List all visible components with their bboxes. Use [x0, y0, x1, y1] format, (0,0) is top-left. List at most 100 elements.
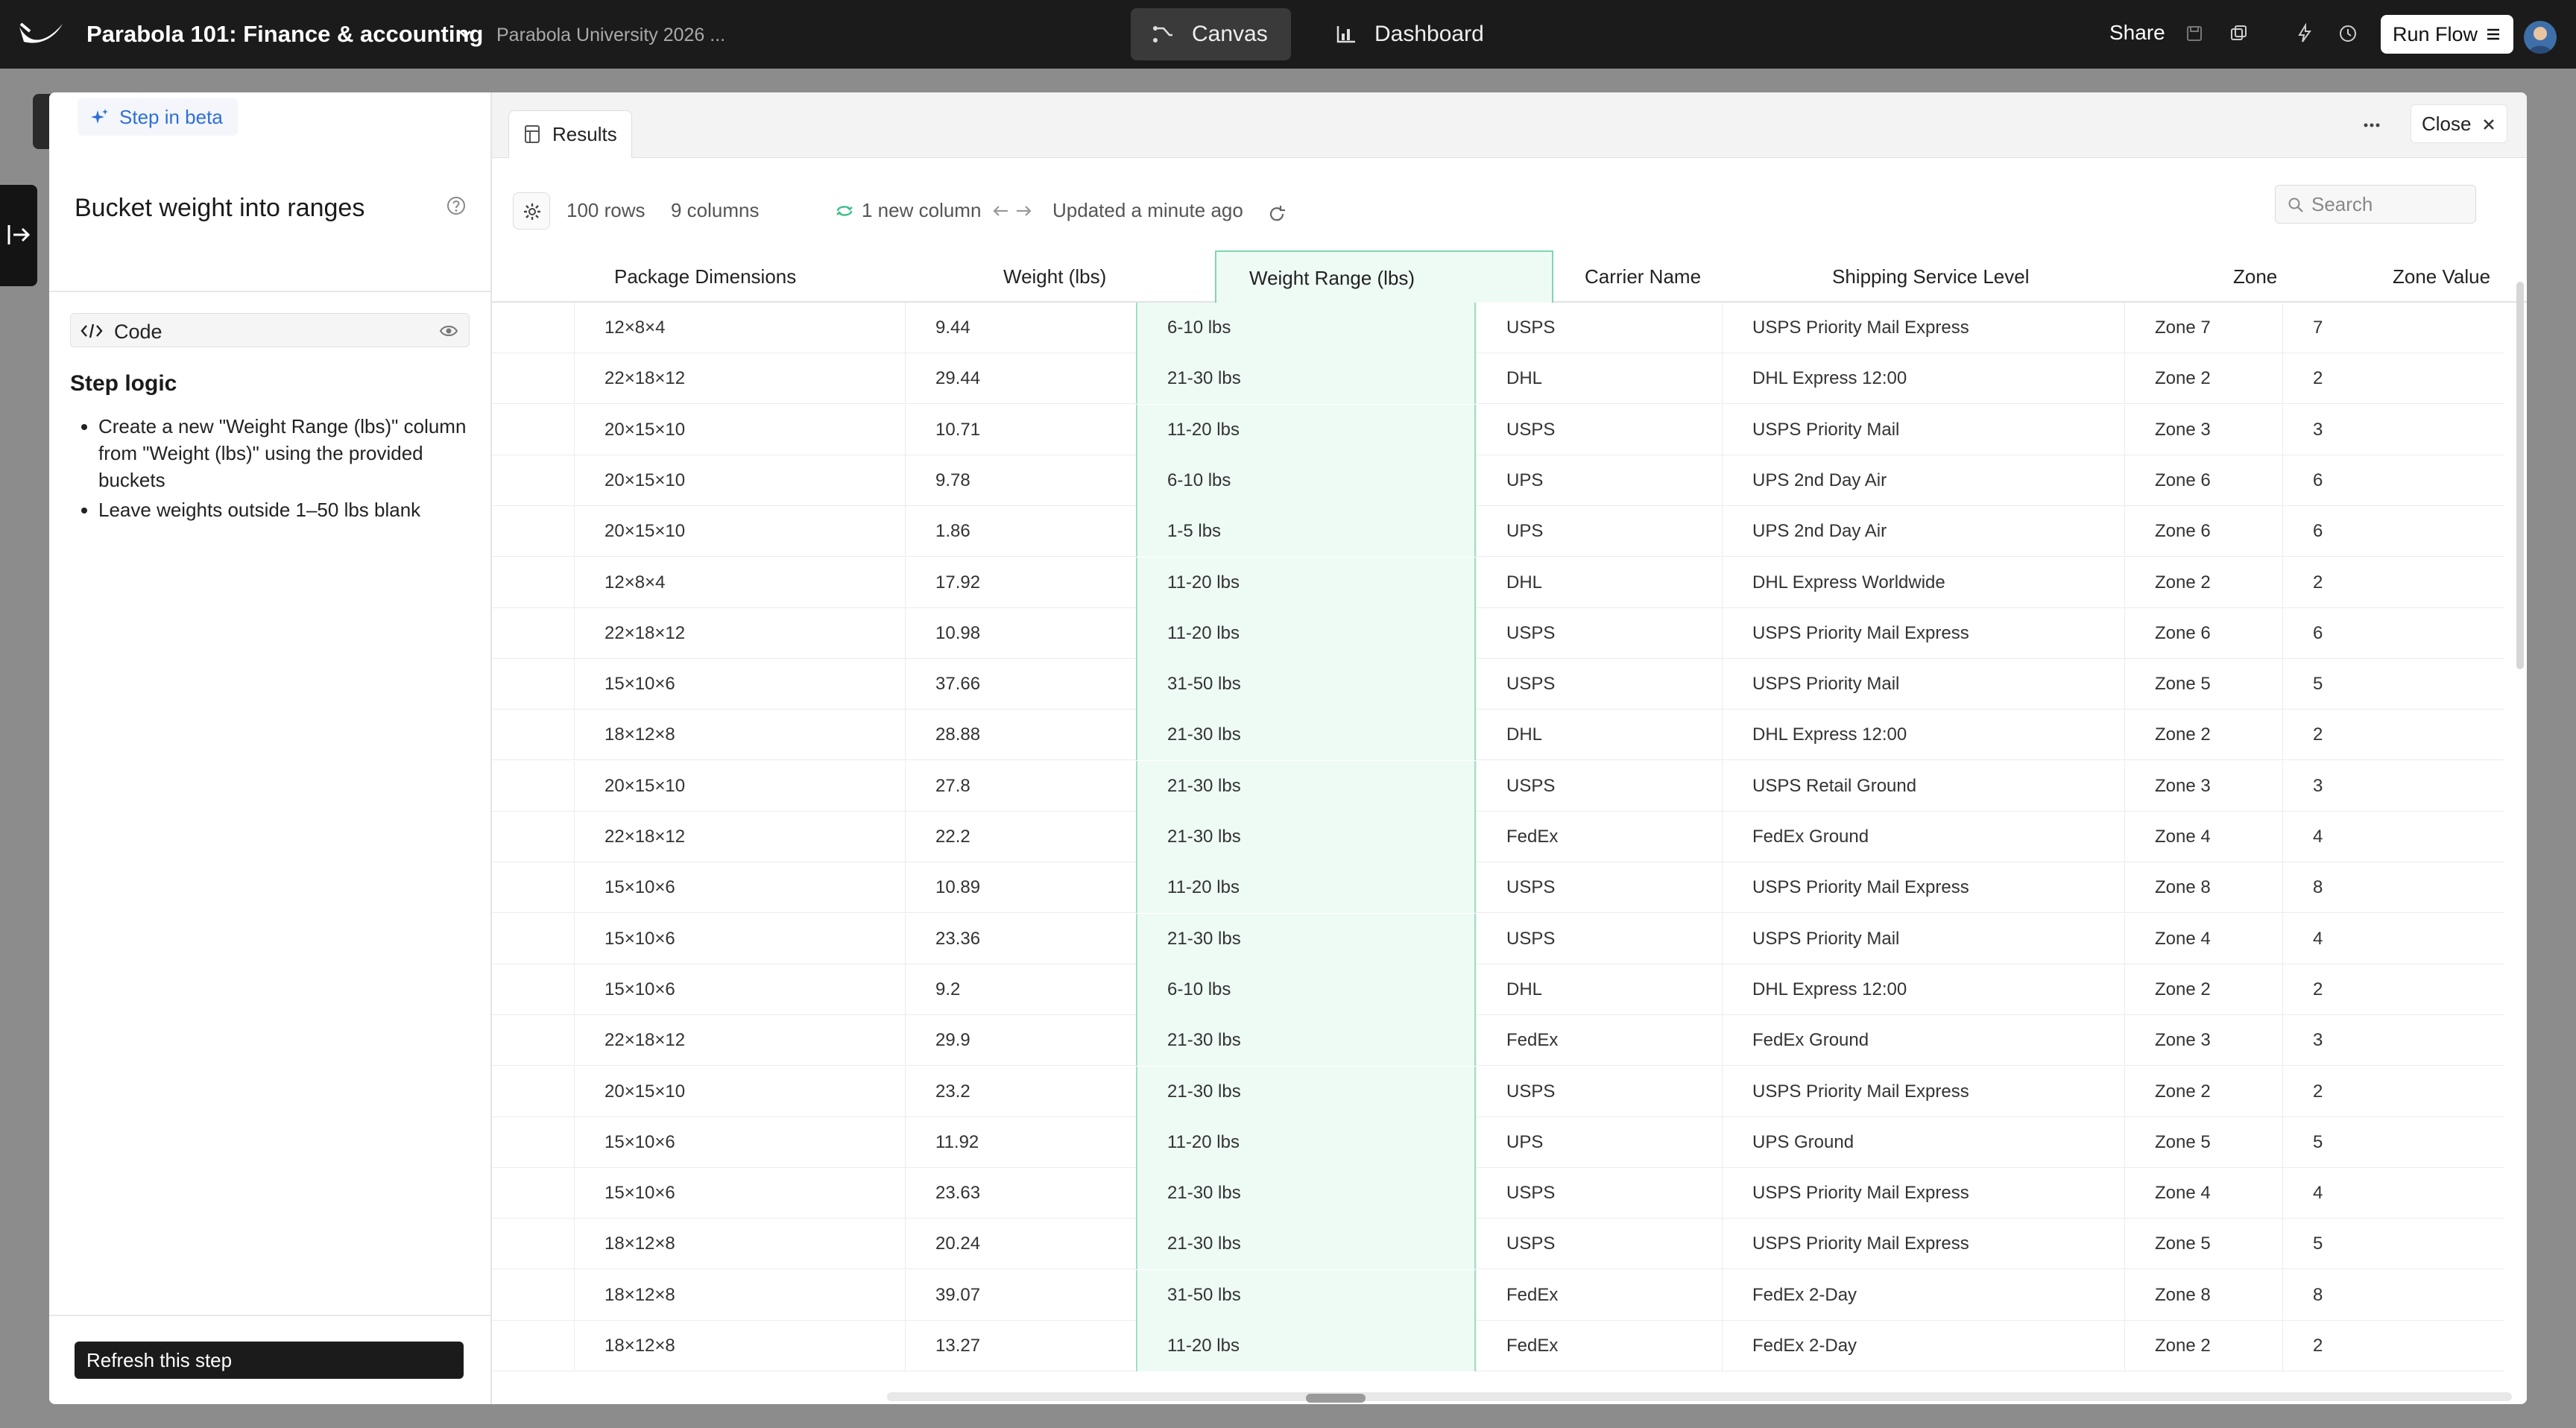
table-cell[interactable]: 21-30 lbs	[1136, 913, 1476, 964]
table-cell[interactable]: Zone 8	[2124, 862, 2282, 914]
table-cell[interactable]: 21-30 lbs	[1136, 1219, 1476, 1270]
table-cell[interactable]: 11-20 lbs	[1136, 557, 1476, 608]
table-row[interactable]: 15×10×6 11.92 11-20 lbs UPS UPS Ground Zone 5…	[492, 1116, 2504, 1168]
copy-icon[interactable]	[2229, 23, 2250, 44]
table-cell[interactable]: 8	[2282, 862, 2506, 914]
table-cell[interactable]: USPS Priority Mail Express	[1722, 1219, 2124, 1270]
table-cell[interactable]: USPS	[1476, 760, 1722, 812]
table-cell[interactable]: 7	[2282, 303, 2506, 353]
table-cell[interactable]: 9.2	[905, 964, 1136, 1015]
table-cell[interactable]: 5	[2282, 1219, 2506, 1270]
table-cell[interactable]: USPS	[1476, 913, 1722, 964]
chevron-down-icon[interactable]	[456, 25, 474, 42]
table-cell[interactable]: FedEx	[1476, 1269, 1722, 1321]
refresh-icon[interactable]	[1267, 204, 1287, 224]
table-cell[interactable]: 10.89	[905, 862, 1136, 914]
table-cell[interactable]: 2	[2282, 1321, 2506, 1371]
table-cell[interactable]: DHL Express Worldwide	[1722, 557, 2124, 608]
table-cell[interactable]: 20×15×10	[574, 404, 905, 455]
table-cell[interactable]: Zone 6	[2124, 607, 2282, 659]
table-cell[interactable]: USPS Priority Mail Express	[1722, 862, 2124, 914]
table-cell[interactable]: 28.88	[905, 710, 1136, 761]
table-cell[interactable]: DHL	[1476, 964, 1722, 1015]
table-cell[interactable]: USPS	[1476, 404, 1722, 455]
table-cell[interactable]: UPS	[1476, 455, 1722, 506]
table-cell[interactable]: 15×10×6	[574, 862, 905, 914]
avatar[interactable]	[2524, 21, 2557, 54]
table-cell[interactable]: 21-30 lbs	[1136, 812, 1476, 862]
close-button[interactable]: Close	[2411, 104, 2507, 143]
table-cell[interactable]: DHL	[1476, 353, 1722, 405]
table-cell[interactable]: Zone 5	[2124, 1116, 2282, 1168]
table-cell[interactable]: 22×18×12	[574, 812, 905, 862]
table-cell[interactable]: FedEx	[1476, 812, 1722, 862]
table-cell[interactable]: USPS	[1476, 303, 1722, 353]
history-icon[interactable]	[2337, 23, 2358, 44]
table-cell[interactable]: Zone 2	[2124, 1321, 2282, 1371]
table-row[interactable]: 15×10×6 10.89 11-20 lbs USPS USPS Priority M…	[492, 862, 2506, 914]
refresh-step-button[interactable]: Refresh this step	[75, 1342, 464, 1379]
column-header[interactable]: Zone	[2233, 265, 2278, 288]
table-cell[interactable]: 39.07	[905, 1269, 1136, 1321]
table-cell[interactable]: USPS Priority Mail Express	[1722, 1168, 2124, 1219]
table-cell[interactable]: 9.44	[905, 303, 1136, 353]
table-cell[interactable]: 6	[2282, 607, 2506, 659]
table-cell[interactable]: USPS Priority Mail Express	[1722, 607, 2124, 659]
table-cell[interactable]: 6-10 lbs	[1136, 455, 1476, 506]
save-icon[interactable]	[2184, 23, 2205, 44]
table-cell[interactable]: 23.36	[905, 913, 1136, 964]
vertical-scrollbar[interactable]	[2516, 282, 2524, 669]
table-cell[interactable]: 4	[2282, 1168, 2506, 1219]
table-cell[interactable]: Zone 6	[2124, 506, 2282, 557]
table-cell[interactable]: 4	[2282, 812, 2506, 862]
table-cell[interactable]: DHL Express 12:00	[1722, 710, 2124, 761]
table-cell[interactable]: USPS Priority Mail	[1722, 404, 2124, 455]
table-cell[interactable]: 15×10×6	[574, 1168, 905, 1219]
share-button[interactable]: Share	[2109, 21, 2165, 44]
table-cell[interactable]: 31-50 lbs	[1136, 1269, 1476, 1321]
arrow-right-icon[interactable]	[1014, 203, 1033, 219]
table-row[interactable]: 22×18×12 10.98 11-20 lbs USPS USPS Priority …	[492, 607, 2506, 659]
table-cell[interactable]: 22×18×12	[574, 1015, 905, 1067]
table-cell[interactable]: 18×12×8	[574, 1321, 905, 1371]
table-cell[interactable]: 22×18×12	[574, 607, 905, 659]
table-cell[interactable]: UPS Ground	[1722, 1116, 2124, 1168]
table-cell[interactable]: Zone 2	[2124, 557, 2282, 608]
table-cell[interactable]: 23.2	[905, 1066, 1136, 1117]
table-cell[interactable]: 11.92	[905, 1116, 1136, 1168]
parabola-logo-icon[interactable]	[18, 21, 64, 48]
table-cell[interactable]: Zone 3	[2124, 760, 2282, 812]
table-cell[interactable]: 20×15×10	[574, 455, 905, 506]
table-row[interactable]: 18×12×8 28.88 21-30 lbs DHL DHL Express 12:0…	[492, 710, 2504, 761]
table-cell[interactable]: 2	[2282, 557, 2506, 608]
table-cell[interactable]: Zone 6	[2124, 455, 2282, 506]
horizontal-scrollbar-thumb[interactable]	[1306, 1394, 1366, 1403]
table-cell[interactable]: 21-30 lbs	[1136, 353, 1476, 405]
step-title[interactable]: Bucket weight into ranges	[75, 194, 365, 222]
tab-results[interactable]: Results	[508, 110, 632, 158]
table-cell[interactable]: 11-20 lbs	[1136, 1321, 1476, 1371]
table-settings-button[interactable]	[513, 192, 550, 230]
table-cell[interactable]: 20×15×10	[574, 506, 905, 557]
column-header[interactable]: Shipping Service Level	[1832, 265, 2030, 288]
table-cell[interactable]: UPS 2nd Day Air	[1722, 455, 2124, 506]
flow-title[interactable]: Parabola 101: Finance & accounting	[86, 21, 484, 47]
tab-dashboard[interactable]: Dashboard	[1315, 8, 1494, 60]
table-cell[interactable]: 4	[2282, 913, 2506, 964]
run-flow-button[interactable]: Run Flow	[2381, 15, 2513, 54]
table-row[interactable]: 20×15×10 27.8 21-30 lbs USPS USPS Retail Gro…	[492, 760, 2504, 812]
table-row[interactable]: 20×15×10 9.78 6-10 lbs UPS UPS 2nd Day Air Zo…	[492, 455, 2504, 506]
new-column-label[interactable]: 1 new column	[862, 199, 982, 221]
column-header[interactable]: Zone Value	[2393, 265, 2491, 288]
table-cell[interactable]: Zone 2	[2124, 710, 2282, 761]
table-cell[interactable]: Zone 5	[2124, 659, 2282, 710]
table-cell[interactable]: DHL	[1476, 710, 1722, 761]
table-cell[interactable]: 29.9	[905, 1015, 1136, 1067]
eye-icon[interactable]	[439, 323, 458, 338]
table-cell[interactable]: 11-20 lbs	[1136, 404, 1476, 455]
table-cell[interactable]: USPS	[1476, 607, 1722, 659]
table-cell[interactable]: 6-10 lbs	[1136, 303, 1476, 353]
table-cell[interactable]: 21-30 lbs	[1136, 760, 1476, 812]
table-cell[interactable]: 22×18×12	[574, 353, 905, 405]
table-cell[interactable]: 15×10×6	[574, 964, 905, 1015]
